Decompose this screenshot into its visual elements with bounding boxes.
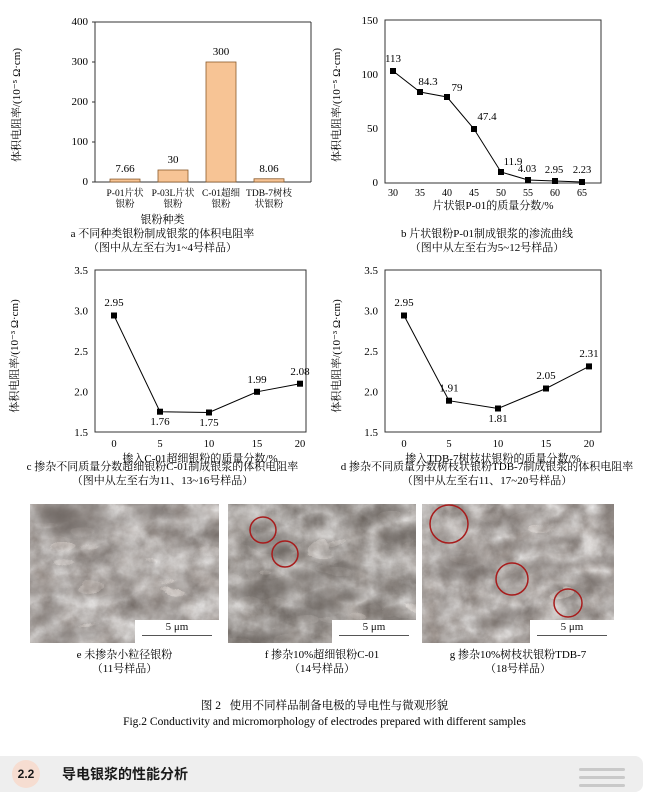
svg-text:0: 0 xyxy=(373,177,379,189)
svg-text:银粉: 银粉 xyxy=(115,198,135,210)
svg-text:2.95: 2.95 xyxy=(394,297,414,309)
svg-text:5: 5 xyxy=(157,439,162,450)
svg-text:300: 300 xyxy=(72,56,89,68)
svg-text:银粉: 银粉 xyxy=(163,198,183,210)
svg-text:35: 35 xyxy=(415,188,425,199)
svg-text:体积电阻率/(10⁻⁵ Ω·cm): 体积电阻率/(10⁻⁵ Ω·cm) xyxy=(329,48,343,162)
svg-text:体积电阻率/(10⁻³ Ω·cm): 体积电阻率/(10⁻³ Ω·cm) xyxy=(7,299,21,413)
svg-text:0: 0 xyxy=(111,439,116,450)
svg-text:10: 10 xyxy=(204,439,215,450)
svg-text:状银粉: 状银粉 xyxy=(255,198,284,210)
svg-text:0: 0 xyxy=(83,176,89,188)
svg-text:100: 100 xyxy=(72,136,89,148)
svg-text:15: 15 xyxy=(252,439,263,450)
svg-text:2.95: 2.95 xyxy=(545,165,563,176)
svg-text:30: 30 xyxy=(388,188,398,199)
svg-text:P-01片状: P-01片状 xyxy=(107,187,144,199)
svg-text:300: 300 xyxy=(213,46,230,58)
svg-text:2.5: 2.5 xyxy=(364,346,378,358)
svg-text:55: 55 xyxy=(523,188,533,199)
svg-text:40: 40 xyxy=(442,188,452,199)
svg-text:体积电阻率/(10⁻⁵ Ω·cm): 体积电阻率/(10⁻⁵ Ω·cm) xyxy=(9,48,23,162)
svg-text:84.3: 84.3 xyxy=(418,76,438,88)
svg-text:P-03L片状: P-03L片状 xyxy=(152,187,195,199)
svg-text:20: 20 xyxy=(584,439,595,450)
svg-text:100: 100 xyxy=(362,69,379,81)
svg-text:2.95: 2.95 xyxy=(104,297,124,309)
svg-text:20: 20 xyxy=(295,439,306,450)
svg-text:113: 113 xyxy=(385,53,402,65)
svg-text:50: 50 xyxy=(367,123,379,135)
svg-text:C-01超细: C-01超细 xyxy=(202,187,241,199)
svg-text:1.81: 1.81 xyxy=(488,413,507,425)
svg-text:2.05: 2.05 xyxy=(536,370,556,382)
svg-text:30: 30 xyxy=(168,154,180,166)
svg-text:片状银P-01的质量分数/%: 片状银P-01的质量分数/% xyxy=(433,198,554,212)
svg-text:1.91: 1.91 xyxy=(439,383,458,395)
svg-text:1.5: 1.5 xyxy=(74,427,88,439)
svg-text:5: 5 xyxy=(446,439,451,450)
svg-text:400: 400 xyxy=(72,16,89,28)
svg-text:2.08: 2.08 xyxy=(290,366,310,378)
svg-text:3.5: 3.5 xyxy=(364,265,378,277)
svg-text:1.99: 1.99 xyxy=(247,374,267,386)
svg-text:7.66: 7.66 xyxy=(115,163,135,175)
svg-text:8.06: 8.06 xyxy=(259,163,279,175)
svg-text:TDB-7树枝: TDB-7树枝 xyxy=(246,187,292,199)
svg-text:1.5: 1.5 xyxy=(364,427,378,439)
svg-text:79: 79 xyxy=(452,82,464,94)
svg-text:45: 45 xyxy=(469,188,479,199)
svg-text:1.76: 1.76 xyxy=(150,416,170,428)
svg-text:4.03: 4.03 xyxy=(518,164,536,175)
svg-text:2.0: 2.0 xyxy=(364,387,378,399)
svg-text:体积电阻率/(10⁻³ Ω·cm): 体积电阻率/(10⁻³ Ω·cm) xyxy=(329,299,343,413)
svg-text:3.0: 3.0 xyxy=(364,306,378,318)
svg-text:10: 10 xyxy=(493,439,504,450)
svg-text:银粉: 银粉 xyxy=(211,198,231,210)
svg-text:47.4: 47.4 xyxy=(477,111,497,123)
svg-text:15: 15 xyxy=(541,439,552,450)
svg-text:2.5: 2.5 xyxy=(74,346,88,358)
svg-text:2.0: 2.0 xyxy=(74,387,88,399)
svg-text:3.5: 3.5 xyxy=(74,265,88,277)
svg-text:150: 150 xyxy=(362,15,379,27)
svg-text:3.0: 3.0 xyxy=(74,306,88,318)
svg-text:65: 65 xyxy=(577,188,587,199)
svg-text:50: 50 xyxy=(496,188,506,199)
svg-text:60: 60 xyxy=(550,188,560,199)
svg-text:0: 0 xyxy=(401,439,406,450)
svg-text:2.23: 2.23 xyxy=(573,165,591,176)
svg-text:200: 200 xyxy=(72,96,89,108)
svg-text:1.75: 1.75 xyxy=(199,417,219,429)
svg-text:2.31: 2.31 xyxy=(579,348,598,360)
